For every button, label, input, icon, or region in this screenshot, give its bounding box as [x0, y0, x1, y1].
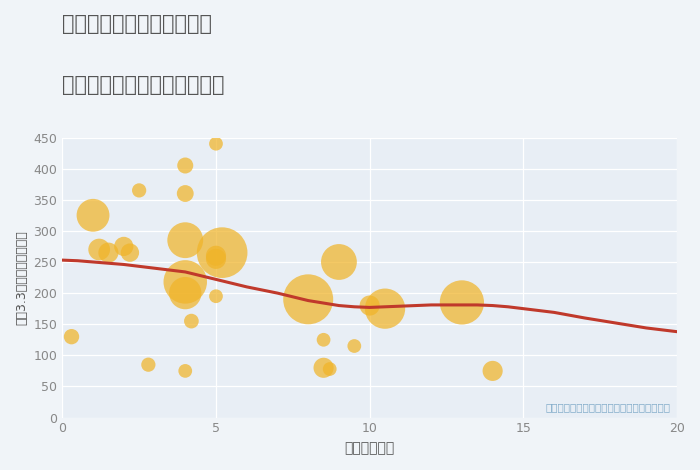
Point	[180, 367, 191, 375]
Point	[333, 258, 344, 266]
Point	[324, 365, 335, 373]
Point	[211, 292, 222, 300]
Point	[180, 162, 191, 169]
Point	[180, 236, 191, 244]
Point	[66, 333, 77, 340]
Point	[134, 187, 145, 194]
Point	[94, 246, 105, 253]
Point	[180, 278, 191, 286]
Point	[318, 336, 329, 344]
Point	[364, 302, 375, 309]
Text: 神奈川県横浜市中区曙町の: 神奈川県横浜市中区曙町の	[62, 14, 212, 34]
Text: 駅距離別中古マンション価格: 駅距離別中古マンション価格	[62, 75, 225, 95]
Point	[125, 249, 136, 257]
Point	[318, 364, 329, 372]
Text: 円の大きさは、取引のあった物件面積を示す: 円の大きさは、取引のあった物件面積を示す	[546, 403, 671, 413]
Point	[118, 243, 130, 250]
Point	[103, 249, 114, 257]
Point	[211, 255, 222, 263]
Point	[186, 317, 197, 325]
Point	[349, 342, 360, 350]
Point	[302, 296, 314, 303]
Point	[180, 290, 191, 297]
Point	[211, 140, 222, 148]
Point	[143, 361, 154, 368]
Y-axis label: 坪（3.3㎡）単価（万円）: 坪（3.3㎡）単価（万円）	[15, 230, 28, 325]
Point	[180, 190, 191, 197]
Point	[216, 249, 228, 257]
X-axis label: 駅距離（分）: 駅距離（分）	[344, 441, 395, 455]
Point	[211, 252, 222, 259]
Point	[456, 298, 468, 306]
Point	[88, 212, 99, 219]
Point	[379, 305, 391, 313]
Point	[487, 367, 498, 375]
